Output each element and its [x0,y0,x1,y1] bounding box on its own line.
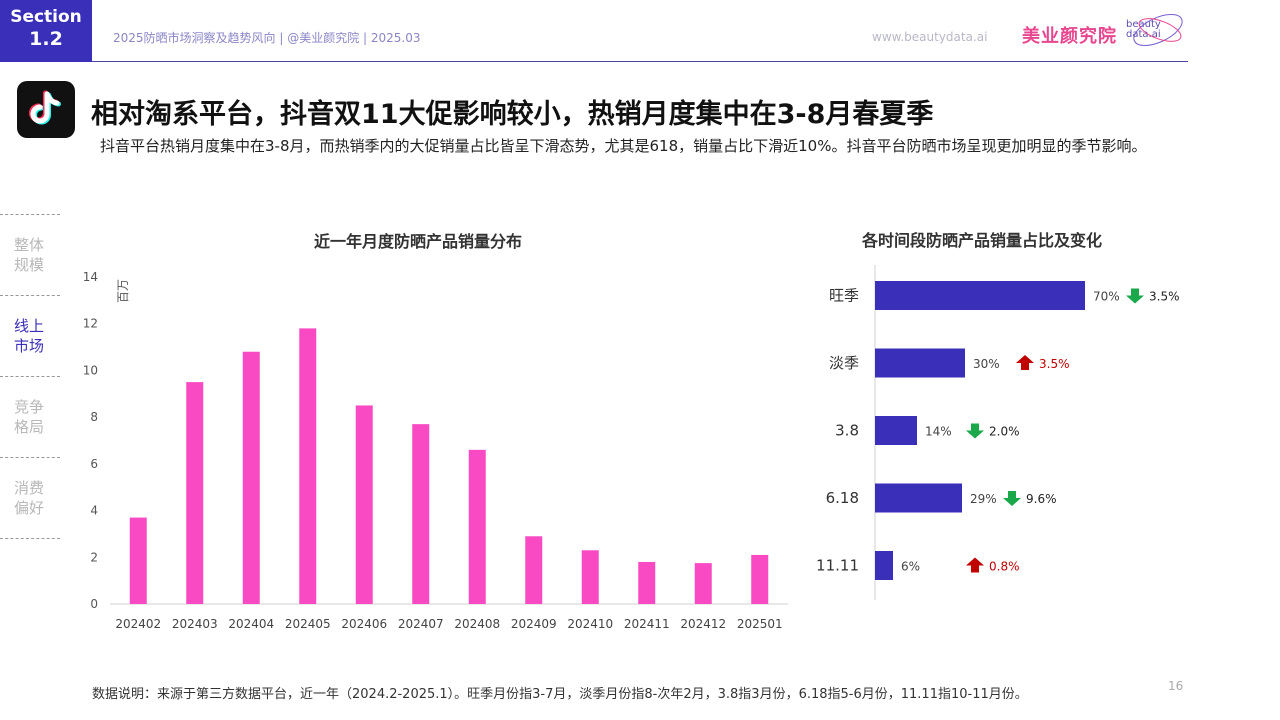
y-tick-label: 4 [90,504,98,518]
footnote: 数据说明：来源于第三方数据平台，近一年（2024.2-2025.1）。旺季月份指… [92,687,1028,702]
monthly-bar [412,424,430,604]
share-bar [875,416,917,445]
share-bar [875,551,893,580]
section-badge: Section 1.2 [0,0,92,62]
share-bar [875,348,965,378]
share-bar [875,483,962,513]
section-number: 1.2 [29,28,63,50]
share-bar [875,281,1085,310]
change-label: 2.0% [989,425,1020,439]
x-tick-label: 202402 [115,617,161,631]
header-meta: 2025防晒市场洞察及趋势风向 | @美业颜究院 | 2025.03 [113,31,421,45]
x-tick-label: 202501 [737,617,783,631]
x-tick-label: 202405 [285,617,331,631]
category-label: 3.8 [835,422,859,440]
arrow-down-icon [1126,288,1144,304]
section-sidebar: 整体 规模 线上 市场 竞争 格局 消费 偏好 [0,214,60,539]
monthly-bar [751,554,769,604]
tiktok-logo [17,81,75,138]
category-label: 6.18 [826,489,859,507]
period-share-chart: 旺季 70% 3.5% 淡季 30% 3.5% 3.8 14% 2.0% 6.18 29% 9.6% 1… [816,265,1180,600]
y-tick-label: 8 [90,410,98,424]
sidebar-item-competition[interactable]: 竞争 格局 [0,376,60,457]
y-tick-label: 0 [90,597,98,611]
x-tick-label: 202403 [172,617,218,631]
change-label: 3.5% [1039,357,1070,371]
category-label: 旺季 [829,287,859,305]
category-label: 11.11 [816,557,859,575]
change-label: 0.8% [989,560,1020,574]
share-chart-title: 各时间段防晒产品销量占比及变化 [862,231,1103,250]
y-tick-label: 6 [90,457,98,471]
change-label: 3.5% [1149,290,1180,304]
brand-swirl-icon [1133,14,1183,46]
x-tick-label: 202409 [511,617,557,631]
arrow-down-icon [1003,491,1021,506]
sidebar-item-consumer-preference[interactable]: 消费 偏好 [0,457,60,538]
brand-name-cn: 美业颜究院 [1022,26,1117,47]
sidebar-item-overall-scale[interactable]: 整体 规模 [0,214,60,295]
share-value-label: 70% [1093,290,1120,304]
monthly-bar [129,517,147,604]
y-tick-label: 14 [83,270,98,284]
change-label: 9.6% [1026,492,1057,506]
monthly-bar [242,351,260,604]
y-tick-label: 2 [90,550,98,564]
share-value-label: 6% [901,560,920,574]
header-url: www.beautydata.ai [872,30,988,44]
x-tick-label: 202404 [228,617,274,631]
arrow-down-icon [966,423,984,439]
monthly-bar [355,405,373,604]
category-label: 淡季 [829,354,859,372]
arrow-up-icon [966,557,984,573]
x-tick-label: 202407 [398,617,444,631]
monthly-sales-chart: 0 2 4 6 8 10 12 14 百万 202402 202403 202404 202405 202… [83,270,788,631]
monthly-bar [638,561,656,604]
share-value-label: 14% [925,425,952,439]
brand-logo: 美业颜究院 beauty data.ai [1022,14,1192,54]
y-tick-label: 10 [83,363,98,377]
monthly-bar [581,550,599,604]
monthly-chart-title: 近一年月度防晒产品销量分布 [314,232,523,251]
x-tick-label: 202410 [567,617,613,631]
x-tick-label: 202412 [680,617,726,631]
x-tick-label: 202406 [341,617,387,631]
share-value-label: 29% [970,492,997,506]
header-divider [92,61,1188,62]
y-tick-label: 12 [83,317,98,331]
arrow-up-icon [1016,355,1034,370]
share-value-label: 30% [973,357,1000,371]
tiktok-note-icon [29,90,61,125]
monthly-bar [299,328,317,604]
monthly-bar [468,449,486,604]
monthly-bar [186,382,204,604]
page-title: 相对淘系平台，抖音双11大促影响较小，热销月度集中在3-8月春夏季 [91,99,934,130]
y-axis-unit: 百万 [116,279,130,303]
x-tick-label: 202408 [454,617,500,631]
monthly-bar [525,536,543,604]
x-tick-label: 202411 [624,617,670,631]
page-subtitle: 抖音平台热销月度集中在3-8月，而热销季内的大促销量占比皆呈下滑态势，尤其是61… [100,137,1147,155]
sidebar-item-online-market[interactable]: 线上 市场 [0,295,60,376]
monthly-bar [694,563,712,604]
page-number: 16 [1168,679,1184,693]
section-label: Section [10,7,82,27]
